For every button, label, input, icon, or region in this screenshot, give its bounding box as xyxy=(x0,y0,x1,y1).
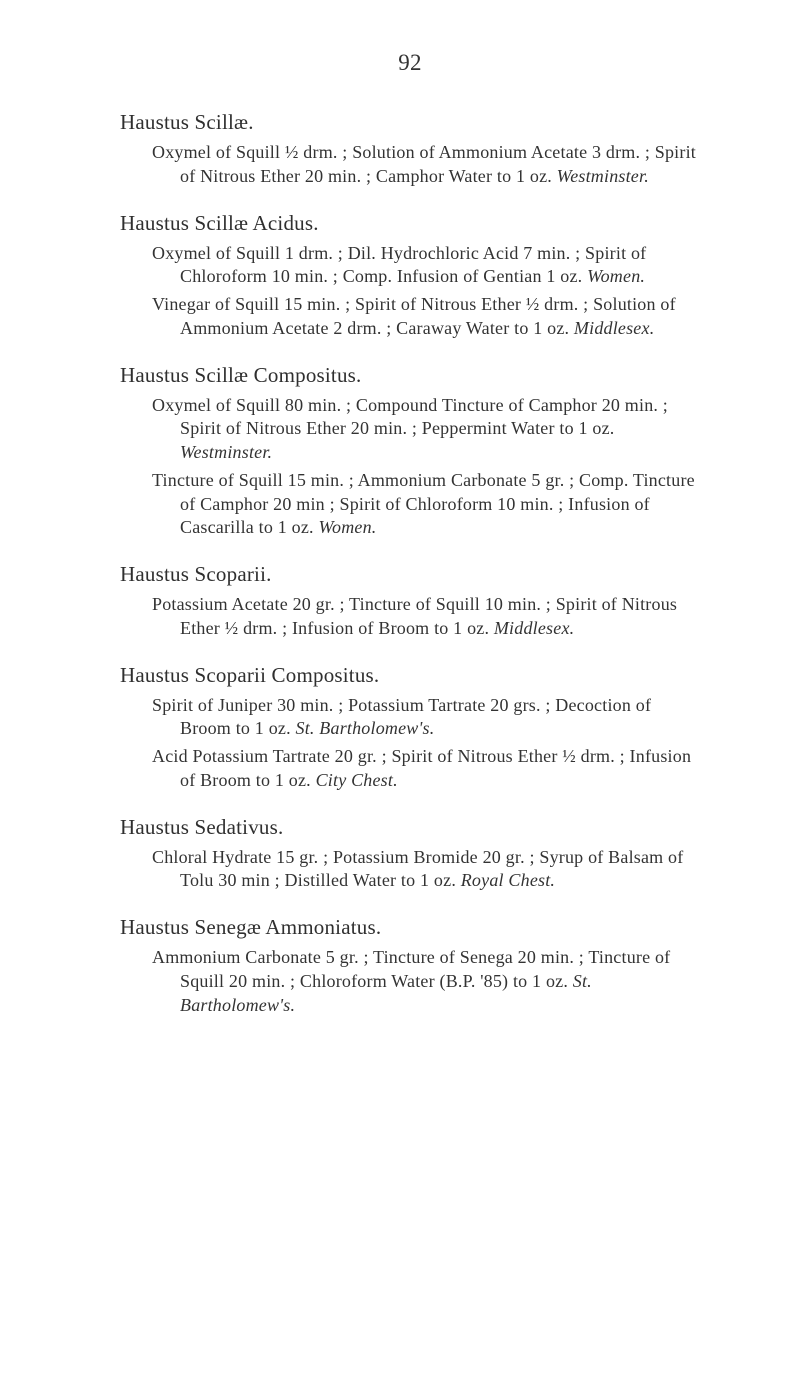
entry-paragraph: Oxymel of Squill 80 min. ; Compound Tinc… xyxy=(180,394,700,465)
source-name: Westminster. xyxy=(180,442,272,462)
entry-heading: Haustus Scillæ Compositus. xyxy=(120,363,700,388)
entry: Haustus Scoparii Compositus. Spirit of Ju… xyxy=(120,663,700,793)
formula-text: Oxymel of Squill 1 drm. ; Dil. Hydrochlo… xyxy=(152,243,646,287)
entry-heading: Haustus Senegæ Ammoniatus. xyxy=(120,915,700,940)
source-name: Women. xyxy=(587,266,645,286)
entry-heading: Haustus Scillæ Acidus. xyxy=(120,211,700,236)
entries-container: Haustus Scillæ. Oxymel of Squill ½ drm. ;… xyxy=(120,110,700,1017)
formula-text: Potassium Acetate 20 gr. ; Tincture of S… xyxy=(152,594,677,638)
entry-heading: Haustus Scoparii Compositus. xyxy=(120,663,700,688)
source-name: Westminster. xyxy=(557,166,649,186)
formula-text: Oxymel of Squill 80 min. ; Compound Tinc… xyxy=(152,395,668,439)
entry: Haustus Sedativus. Chloral Hydrate 15 gr.… xyxy=(120,815,700,894)
source-name: St. Bartholomew's. xyxy=(296,718,435,738)
page-number: 92 xyxy=(120,50,700,76)
entry-paragraph: Acid Potassium Tartrate 20 gr. ; Spirit … xyxy=(180,745,700,793)
entry-paragraph: Chloral Hydrate 15 gr. ; Potassium Bromi… xyxy=(180,846,700,894)
formula-text: Acid Potassium Tartrate 20 gr. ; Spirit … xyxy=(152,746,691,790)
entry-paragraph: Vinegar of Squill 15 min. ; Spirit of Ni… xyxy=(180,293,700,341)
entry-heading: Haustus Scillæ. xyxy=(120,110,700,135)
formula-text: Tincture of Squill 15 min. ; Ammonium Ca… xyxy=(152,470,695,538)
entry-paragraph: Ammonium Carbonate 5 gr. ; Tincture of S… xyxy=(180,946,700,1017)
entry: Haustus Scoparii. Potassium Acetate 20 gr… xyxy=(120,562,700,641)
entry: Haustus Scillæ Compositus. Oxymel of Squi… xyxy=(120,363,700,541)
source-name: Middlesex. xyxy=(574,318,654,338)
entry-heading: Haustus Scoparii. xyxy=(120,562,700,587)
entry: Haustus Senegæ Ammoniatus. Ammonium Carbo… xyxy=(120,915,700,1017)
entry-paragraph: Potassium Acetate 20 gr. ; Tincture of S… xyxy=(180,593,700,641)
source-name: City Chest. xyxy=(316,770,398,790)
entry-paragraph: Oxymel of Squill 1 drm. ; Dil. Hydrochlo… xyxy=(180,242,700,290)
entry-paragraph: Oxymel of Squill ½ drm. ; Solution of Am… xyxy=(180,141,700,189)
source-name: Women. xyxy=(318,517,376,537)
entry-heading: Haustus Sedativus. xyxy=(120,815,700,840)
entry: Haustus Scillæ Acidus. Oxymel of Squill 1… xyxy=(120,211,700,341)
source-name: Royal Chest. xyxy=(461,870,555,890)
formula-text: Chloral Hydrate 15 gr. ; Potassium Bromi… xyxy=(152,847,683,891)
page-container: 92 Haustus Scillæ. Oxymel of Squill ½ drm… xyxy=(0,0,800,1374)
source-name: Middlesex. xyxy=(494,618,574,638)
entry-paragraph: Tincture of Squill 15 min. ; Ammonium Ca… xyxy=(180,469,700,540)
entry-paragraph: Spirit of Juniper 30 min. ; Potassium Ta… xyxy=(180,694,700,742)
formula-text: Ammonium Carbonate 5 gr. ; Tincture of S… xyxy=(152,947,670,991)
entry: Haustus Scillæ. Oxymel of Squill ½ drm. ;… xyxy=(120,110,700,189)
